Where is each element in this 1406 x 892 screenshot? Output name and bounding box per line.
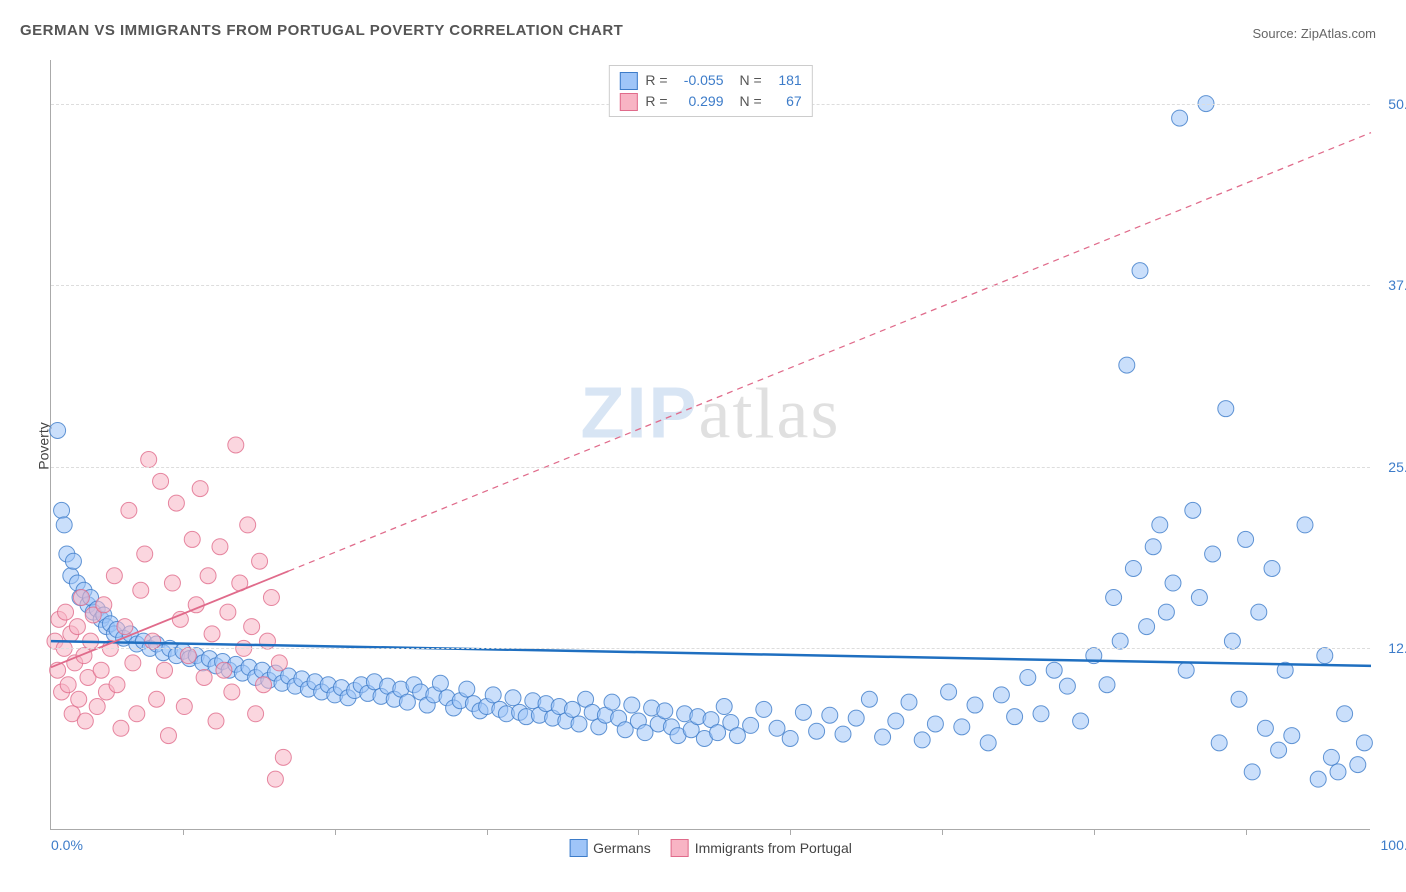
legend-row-portugal: R = 0.299 N = 67 <box>619 91 801 112</box>
n-label: N = <box>740 70 762 91</box>
x-min-label: 0.0% <box>51 837 83 853</box>
legend-item-portugal: Immigrants from Portugal <box>671 839 852 857</box>
r-label: R = <box>645 70 667 91</box>
y-tick-label: 25.0% <box>1388 459 1406 475</box>
chart-svg <box>51 60 1370 829</box>
legend-label-portugal: Immigrants from Portugal <box>695 840 852 856</box>
source-attribution: Source: ZipAtlas.com <box>1252 26 1376 41</box>
correlation-legend: R = -0.055 N = 181 R = 0.299 N = 67 <box>608 65 812 117</box>
swatch-germans <box>619 72 637 90</box>
legend-row-germans: R = -0.055 N = 181 <box>619 70 801 91</box>
r-label: R = <box>645 91 667 112</box>
legend-swatch-portugal <box>671 839 689 857</box>
x-max-label: 100.0% <box>1381 837 1406 853</box>
y-tick-label: 12.5% <box>1388 640 1406 656</box>
swatch-portugal <box>619 93 637 111</box>
r-value-portugal: 0.299 <box>676 91 724 112</box>
n-value-portugal: 67 <box>770 91 802 112</box>
legend-label-germans: Germans <box>593 840 651 856</box>
y-tick-label: 37.5% <box>1388 277 1406 293</box>
chart-title: GERMAN VS IMMIGRANTS FROM PORTUGAL POVER… <box>20 22 623 39</box>
r-value-germans: -0.055 <box>676 70 724 91</box>
plot-area: ZIPatlas R = -0.055 N = 181 R = 0.299 N … <box>50 60 1370 830</box>
legend-swatch-germans <box>569 839 587 857</box>
y-tick-label: 50.0% <box>1388 96 1406 112</box>
n-value-germans: 181 <box>770 70 802 91</box>
series-legend: Germans Immigrants from Portugal <box>569 839 852 857</box>
n-label: N = <box>740 91 762 112</box>
legend-item-germans: Germans <box>569 839 651 857</box>
